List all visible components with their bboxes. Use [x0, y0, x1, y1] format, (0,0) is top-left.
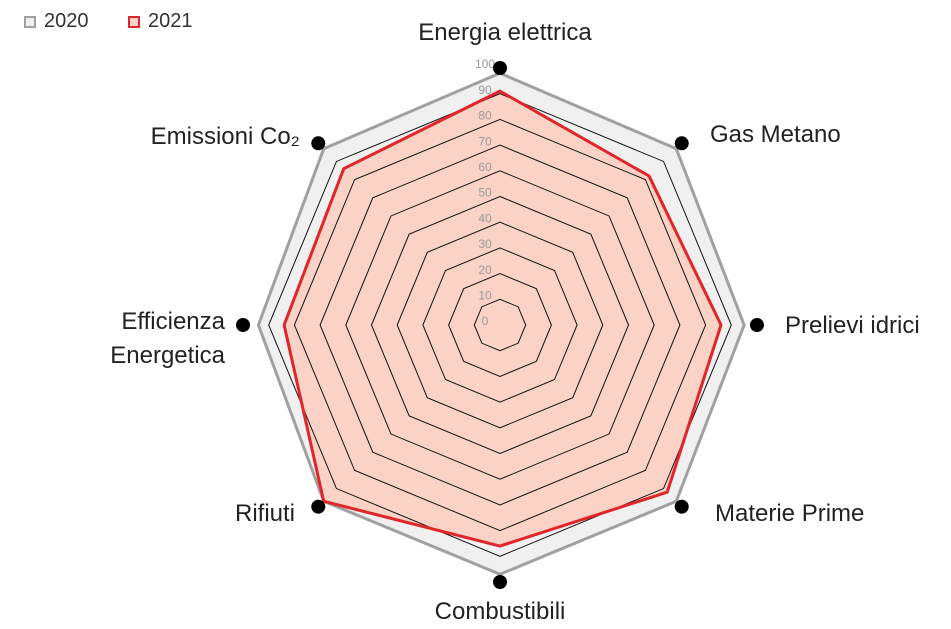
tick-label: 100 — [475, 57, 495, 71]
axis-dot — [750, 318, 764, 332]
category-label: Energia elettrica — [418, 19, 592, 46]
tick-label: 70 — [478, 134, 492, 148]
grid-ring — [396, 221, 604, 429]
series-line — [256, 71, 746, 576]
legend-item: 2021 — [128, 10, 193, 33]
tick-label: 30 — [478, 237, 492, 251]
grid-ring — [448, 273, 552, 377]
legend-swatch — [24, 15, 36, 28]
tick-label: 10 — [478, 288, 492, 302]
axis-dot — [493, 575, 507, 589]
category-label: Materie Prime — [715, 500, 865, 527]
tick-label: 40 — [478, 211, 492, 225]
axis-dot — [311, 499, 326, 514]
grid-ring — [319, 144, 681, 506]
category-label: Prelievi idrici — [785, 312, 920, 339]
legend-label: 2021 — [148, 10, 193, 32]
grid-ring — [293, 118, 707, 532]
series-line — [282, 89, 723, 548]
category-label: Efficienza Energetica — [110, 308, 225, 369]
category-label: Emissioni Co₂ — [150, 123, 300, 150]
legend-item: 2020 — [24, 10, 89, 33]
tick-label: 60 — [478, 160, 492, 174]
grid-ring — [345, 170, 655, 480]
axis-dot — [674, 499, 689, 514]
grid-ring — [268, 93, 732, 557]
tick-label: 20 — [478, 263, 492, 277]
tick-label: 50 — [478, 186, 492, 200]
tick-label: 90 — [478, 83, 492, 97]
grid-ring — [422, 247, 578, 403]
axis-dot — [674, 136, 689, 151]
legend-label: 2020 — [44, 10, 89, 32]
axis-dot — [493, 61, 507, 75]
category-label: Combustibili — [434, 598, 566, 625]
tick-label: 80 — [478, 109, 492, 123]
category-label: Rifiuti — [234, 500, 295, 527]
tick-label: 0 — [482, 314, 489, 328]
grid-ring — [473, 298, 527, 352]
axis-dot — [236, 318, 250, 332]
axis-dot — [311, 136, 326, 151]
grid-ring — [370, 195, 630, 455]
category-label: Gas Metano — [710, 121, 841, 148]
series-area — [284, 91, 722, 547]
legend-swatch — [128, 15, 140, 28]
